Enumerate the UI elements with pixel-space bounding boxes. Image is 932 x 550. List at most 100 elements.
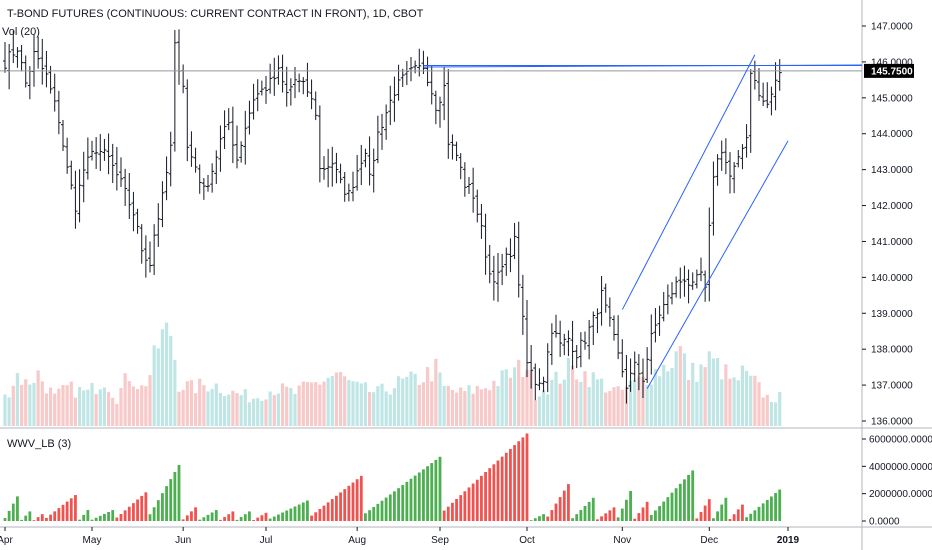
volume-bar: [599, 378, 604, 426]
volume-bar: [144, 386, 148, 426]
indicator-bar: [347, 485, 351, 521]
indicator-bar: [728, 519, 732, 521]
indicator-bar: [173, 472, 177, 521]
volume-bar: [483, 388, 488, 426]
volume-bar: [496, 386, 500, 426]
indicator-bar: [260, 515, 264, 521]
volume-bar: [732, 377, 736, 426]
volume-bar: [641, 376, 645, 426]
volume-bar: [148, 375, 152, 426]
indicator-bar: [629, 490, 632, 521]
indicator-bar: [161, 493, 164, 521]
volume-bar: [206, 391, 210, 426]
volume-bar: [765, 394, 769, 426]
volume-bar: [413, 373, 417, 426]
indicator-bar: [417, 472, 421, 521]
indicator-bar: [749, 513, 753, 521]
indicator-bar: [3, 518, 7, 521]
volume-bar: [769, 402, 774, 426]
volume-bar: [620, 389, 624, 426]
volume-legend: Vol (20): [2, 26, 40, 38]
last-price-label: 145.7500: [871, 66, 913, 77]
indicator-bar: [695, 518, 699, 521]
indicator-bar: [778, 489, 782, 521]
volume-bar: [405, 376, 409, 426]
indicator-bar: [546, 516, 550, 521]
indicator-bar: [210, 512, 214, 521]
volume-bar: [355, 381, 359, 426]
volume-bar: [322, 381, 326, 426]
indicator-bar: [98, 515, 102, 521]
indicator-bar: [90, 519, 94, 521]
indicator-bar: [223, 517, 226, 521]
time-tick-label: 2019: [777, 535, 800, 546]
indicator-bar: [716, 511, 719, 521]
indicator-bar: [434, 459, 438, 521]
volume-bar: [384, 391, 388, 426]
indicator-bar: [388, 494, 392, 521]
volume-bar: [86, 389, 90, 426]
indicator-bar: [194, 507, 197, 521]
volume-bar: [53, 393, 57, 426]
indicator-bar: [712, 518, 715, 521]
volume-bar: [98, 389, 102, 426]
indicator-bar: [521, 437, 525, 521]
channel-lower-line: [646, 140, 789, 389]
volume-bar: [682, 353, 687, 426]
volume-bar: [222, 396, 227, 426]
indicator-bar: [227, 514, 231, 521]
indicator-bar: [554, 503, 558, 521]
indicator-bar: [459, 495, 463, 521]
volume-bar: [463, 391, 467, 426]
volume-bar: [657, 376, 662, 426]
indicator-legend: WWV_LB (3): [7, 438, 71, 450]
indicator-bar: [542, 514, 545, 521]
volume-bar: [446, 385, 450, 426]
indicator-tick-label: 2000000.0000: [869, 489, 932, 500]
indicator-bar: [74, 495, 77, 521]
volume-bar: [305, 382, 310, 426]
volume-bar: [558, 383, 562, 426]
indicator-bar: [583, 505, 587, 521]
volume-bar: [181, 389, 185, 426]
indicator-bar: [239, 517, 243, 521]
volume-bar: [15, 373, 20, 426]
volume-bar: [471, 393, 475, 426]
volume-bar: [467, 385, 471, 426]
indicator-bar: [202, 517, 206, 521]
indicator-bar: [765, 499, 769, 521]
volume-bar: [198, 378, 202, 426]
volume-bar: [537, 396, 542, 426]
indicator-bar: [409, 478, 413, 521]
indicator-bar: [741, 504, 744, 521]
indicator-bar: [318, 508, 322, 521]
volume-bar: [695, 381, 699, 426]
indicator-bar: [567, 484, 570, 521]
volume-bar: [396, 376, 401, 426]
time-tick-label: Apr: [0, 535, 13, 546]
volume-bar: [115, 403, 119, 426]
chart-title: T-BOND FUTURES (CONTINUOUS: CURRENT CONT…: [7, 8, 424, 20]
volume-bar: [575, 379, 579, 426]
price-tick-label: 142.0000: [871, 201, 913, 212]
indicator-bar: [103, 513, 106, 521]
volume-bar: [28, 384, 32, 426]
indicator-bar: [471, 483, 475, 521]
volume-bar: [189, 380, 194, 426]
indicator-bar: [140, 495, 144, 521]
indicator-bar: [645, 501, 649, 521]
indicator-bar: [757, 506, 761, 521]
time-tick-label: Jun: [175, 535, 191, 546]
indicator-bar: [525, 433, 529, 521]
indicator-bar: [533, 518, 537, 521]
indicator-bar: [467, 487, 471, 521]
volume-bar: [608, 391, 612, 426]
volume-bar: [724, 364, 728, 426]
volume-bar: [645, 385, 649, 426]
volume-bar: [450, 389, 455, 426]
indicator-bar: [492, 464, 496, 521]
volume-bar: [247, 402, 252, 426]
indicator-bar: [330, 499, 334, 521]
indicator-bar: [761, 503, 765, 521]
indicator-bar: [322, 505, 326, 521]
